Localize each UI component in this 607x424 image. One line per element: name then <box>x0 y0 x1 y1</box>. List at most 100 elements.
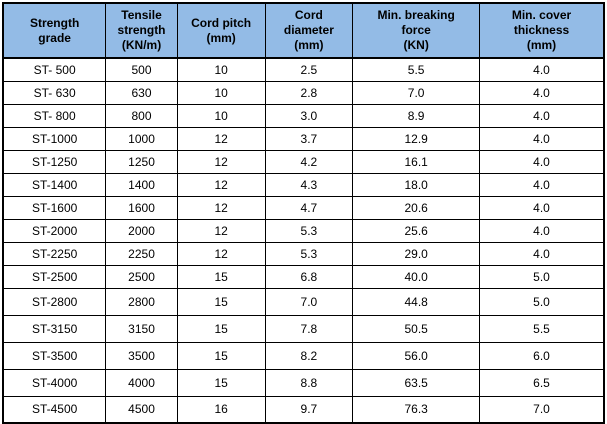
table-cell: 12 <box>176 218 266 243</box>
table-cell: ST-2500 <box>2 264 107 289</box>
table-cell: 4.0 <box>479 218 605 243</box>
table-cell: 4.0 <box>479 80 605 105</box>
table-cell: 15 <box>176 314 266 343</box>
table-row: ST-1000 1000 12 3.7 12.9 4.0 <box>2 126 605 151</box>
table-cell: 10 <box>176 80 266 105</box>
table-row: ST-2000 2000 12 5.3 25.6 4.0 <box>2 218 605 243</box>
table-cell: 15 <box>176 368 266 397</box>
table-cell: 3500 <box>105 341 178 370</box>
table-row: ST- 500 500 10 2.5 5.5 4.0 <box>2 57 605 82</box>
table-row: ST-4500 4500 16 9.7 76.3 7.0 <box>2 395 605 424</box>
table-cell: ST-1250 <box>2 149 107 174</box>
table-cell: 7.8 <box>264 314 354 343</box>
table-cell: 12 <box>176 149 266 174</box>
column-header: Cord pitch (mm) <box>176 2 266 59</box>
table-row: ST-2250 2250 12 5.3 29.0 4.0 <box>2 241 605 266</box>
table-cell: 4.0 <box>479 241 605 266</box>
table-cell: 10 <box>176 57 266 82</box>
table-cell: 4.0 <box>479 126 605 151</box>
table-row: ST-1400 1400 12 4.3 18.0 4.0 <box>2 172 605 197</box>
column-header: Cord diameter (mm) <box>264 2 354 59</box>
table-cell: ST-4500 <box>2 395 107 424</box>
table-cell: 5.3 <box>264 218 354 243</box>
table-cell: 1000 <box>105 126 178 151</box>
table-cell: ST-3150 <box>2 314 107 343</box>
table-cell: 7.0 <box>479 395 605 424</box>
table-cell: 3.7 <box>264 126 354 151</box>
table-cell: ST- 630 <box>2 80 107 105</box>
table-cell: 15 <box>176 341 266 370</box>
column-header: Min. breaking force (KN) <box>352 2 481 59</box>
table-cell: 5.0 <box>479 287 605 316</box>
table-cell: 56.0 <box>352 341 481 370</box>
table-cell: 4.0 <box>479 149 605 174</box>
table-cell: ST-2250 <box>2 241 107 266</box>
table-cell: 12 <box>176 126 266 151</box>
table-cell: ST- 500 <box>2 57 107 82</box>
table-cell: 8.9 <box>352 103 481 128</box>
table-row: ST-2500 2500 15 6.8 40.0 5.0 <box>2 264 605 289</box>
table-cell: 12 <box>176 172 266 197</box>
table-cell: 6.5 <box>479 368 605 397</box>
table-cell: 4500 <box>105 395 178 424</box>
table-cell: 16.1 <box>352 149 481 174</box>
table-cell: 20.6 <box>352 195 481 220</box>
table-cell: ST-1000 <box>2 126 107 151</box>
table-cell: 6.8 <box>264 264 354 289</box>
table-cell: ST-2800 <box>2 287 107 316</box>
table-cell: 12 <box>176 241 266 266</box>
table-row: ST-1600 1600 12 4.7 20.6 4.0 <box>2 195 605 220</box>
table-cell: 7.0 <box>264 287 354 316</box>
table-cell: 9.7 <box>264 395 354 424</box>
table-cell: 500 <box>105 57 178 82</box>
table-cell: 25.6 <box>352 218 481 243</box>
table-cell: 2250 <box>105 241 178 266</box>
table-cell: 4.3 <box>264 172 354 197</box>
table-cell: 1400 <box>105 172 178 197</box>
table-cell: 10 <box>176 103 266 128</box>
table-cell: 5.3 <box>264 241 354 266</box>
table-cell: 8.8 <box>264 368 354 397</box>
table-cell: 18.0 <box>352 172 481 197</box>
table-cell: ST-4000 <box>2 368 107 397</box>
column-header: Tensile strength (KN/m) <box>105 2 178 59</box>
table-cell: 4000 <box>105 368 178 397</box>
table-row: ST-3150 3150 15 7.8 50.5 5.5 <box>2 314 605 343</box>
table-cell: ST- 800 <box>2 103 107 128</box>
table-cell: ST-3500 <box>2 341 107 370</box>
table-cell: 3150 <box>105 314 178 343</box>
table-cell: 4.0 <box>479 57 605 82</box>
table-row: ST-4000 4000 15 8.8 63.5 6.5 <box>2 368 605 397</box>
table-row: ST-2800 2800 15 7.0 44.8 5.0 <box>2 287 605 316</box>
table-cell: ST-1600 <box>2 195 107 220</box>
column-header: Strength grade <box>2 2 107 59</box>
table-body: ST- 500 500 10 2.5 5.5 4.0 ST- 630 630 10 2.8 7.0 4… <box>2 57 605 424</box>
table-cell: 4.0 <box>479 103 605 128</box>
table-cell: 2000 <box>105 218 178 243</box>
table-cell: 4.0 <box>479 172 605 197</box>
table-cell: 5.0 <box>479 264 605 289</box>
table-cell: ST-1400 <box>2 172 107 197</box>
table-cell: 15 <box>176 287 266 316</box>
table-cell: 76.3 <box>352 395 481 424</box>
table-cell: 4.2 <box>264 149 354 174</box>
table-cell: 630 <box>105 80 178 105</box>
table-cell: 44.8 <box>352 287 481 316</box>
table-cell: 16 <box>176 395 266 424</box>
table-cell: 63.5 <box>352 368 481 397</box>
table-row: ST-3500 3500 15 8.2 56.0 6.0 <box>2 341 605 370</box>
table-cell: 3.0 <box>264 103 354 128</box>
table-cell: 2.8 <box>264 80 354 105</box>
table-cell: 12.9 <box>352 126 481 151</box>
table-cell: 15 <box>176 264 266 289</box>
table-cell: 2.5 <box>264 57 354 82</box>
table-cell: 4.7 <box>264 195 354 220</box>
table-cell: 40.0 <box>352 264 481 289</box>
table-cell: 2800 <box>105 287 178 316</box>
table-cell: 5.5 <box>352 57 481 82</box>
table-cell: 4.0 <box>479 195 605 220</box>
table-cell: 29.0 <box>352 241 481 266</box>
table-row: ST- 800 800 10 3.0 8.9 4.0 <box>2 103 605 128</box>
